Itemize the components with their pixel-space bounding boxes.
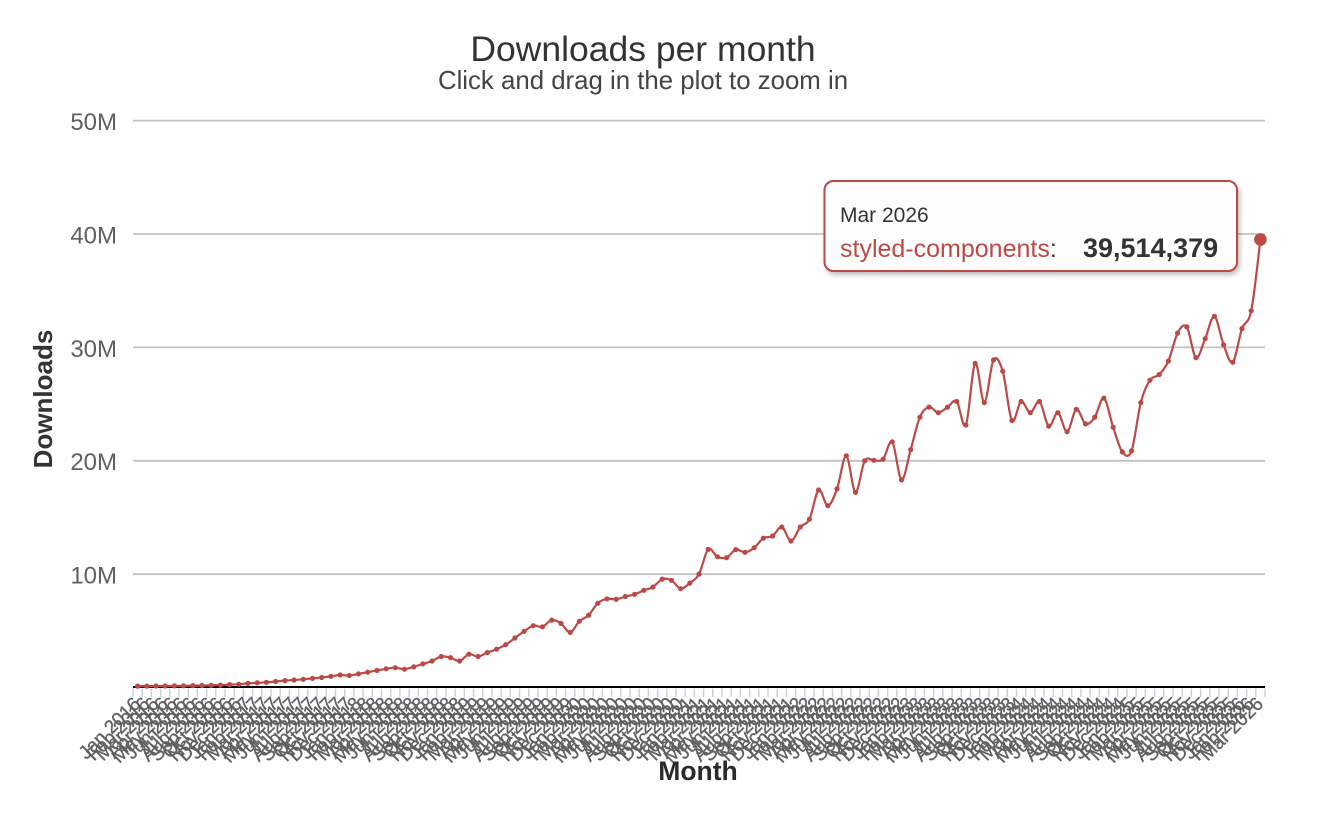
svg-text:Downloads: Downloads (28, 330, 58, 469)
svg-text:Mar 2026: Mar 2026 (840, 204, 929, 227)
svg-text:Click and drag in the plot to: Click and drag in the plot to zoom in (438, 67, 848, 95)
svg-text:30M: 30M (70, 336, 117, 363)
svg-text:styled-components:: styled-components: (840, 235, 1057, 263)
svg-text:Month: Month (658, 756, 737, 786)
svg-text:20M: 20M (70, 449, 117, 476)
svg-text:40M: 40M (70, 222, 117, 249)
svg-text:39,514,379: 39,514,379 (1083, 233, 1218, 263)
svg-text:50M: 50M (70, 109, 117, 136)
svg-text:10M: 10M (70, 563, 117, 590)
svg-text:Downloads per month: Downloads per month (470, 29, 815, 69)
